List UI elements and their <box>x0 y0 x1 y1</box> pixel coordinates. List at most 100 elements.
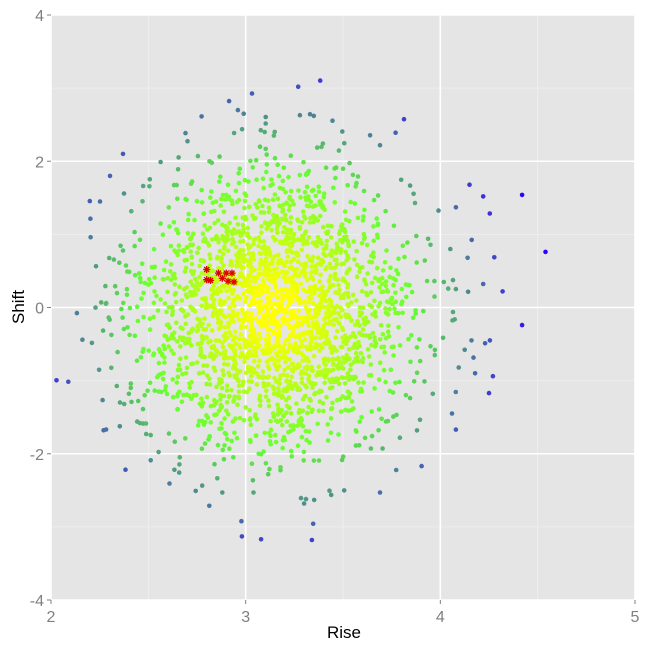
data-point <box>318 272 323 278</box>
data-point <box>261 239 267 244</box>
data-point <box>244 310 250 315</box>
data-point <box>327 298 333 303</box>
data-point <box>330 361 336 366</box>
data-point <box>327 385 333 391</box>
data-point <box>315 218 321 223</box>
data-point <box>215 291 220 297</box>
data-point <box>344 352 350 358</box>
data-point <box>310 204 316 209</box>
data-point <box>358 265 363 271</box>
data-point <box>199 303 204 309</box>
data-point <box>200 231 206 236</box>
data-point <box>344 258 350 263</box>
data-point <box>166 431 172 436</box>
data-point <box>324 329 330 335</box>
data-point <box>242 252 247 258</box>
x-tick-label: 5 <box>631 609 640 626</box>
data-point <box>275 230 280 235</box>
data-point <box>361 316 367 322</box>
data-point <box>319 144 324 150</box>
data-point <box>263 461 269 466</box>
data-point <box>192 276 198 282</box>
data-point <box>185 230 191 236</box>
data-point <box>482 341 488 346</box>
data-point <box>261 210 267 215</box>
data-point <box>346 347 352 352</box>
data-point <box>185 217 191 223</box>
data-point <box>272 308 278 313</box>
data-point <box>425 236 431 242</box>
data-point <box>285 322 291 327</box>
data-point <box>317 301 323 307</box>
data-point <box>247 408 252 413</box>
data-point <box>317 287 322 292</box>
data-point <box>280 186 286 192</box>
data-point <box>241 379 246 385</box>
data-point <box>364 290 369 296</box>
data-point <box>367 133 373 138</box>
data-point <box>450 318 455 323</box>
data-point <box>453 389 459 395</box>
data-point <box>382 260 388 265</box>
data-point <box>307 396 313 402</box>
data-point <box>338 409 344 414</box>
data-point <box>390 301 395 307</box>
data-point <box>231 130 237 136</box>
data-point <box>156 360 162 366</box>
data-point <box>338 314 344 320</box>
data-point <box>249 461 255 467</box>
data-point <box>251 241 257 247</box>
data-point <box>221 372 226 378</box>
data-point <box>276 386 281 391</box>
data-point <box>189 255 195 260</box>
data-point <box>309 291 314 297</box>
data-point <box>371 238 377 244</box>
data-point <box>162 387 168 393</box>
data-point <box>321 408 326 414</box>
data-point <box>284 419 290 424</box>
data-point <box>177 284 182 290</box>
data-point <box>315 370 321 375</box>
data-point <box>218 402 224 408</box>
data-point <box>266 285 271 291</box>
data-point <box>254 177 259 182</box>
data-point <box>98 300 104 305</box>
data-point <box>362 278 368 284</box>
data-point <box>276 173 282 179</box>
data-point <box>262 272 268 278</box>
data-point <box>310 320 316 325</box>
data-point <box>277 381 282 387</box>
data-point <box>326 278 332 284</box>
data-point <box>400 310 405 316</box>
data-point <box>224 335 230 341</box>
data-point <box>286 207 292 213</box>
data-point <box>247 284 253 290</box>
data-point <box>207 382 213 387</box>
data-point <box>218 289 224 294</box>
data-point <box>399 286 405 292</box>
data-point <box>265 332 271 338</box>
data-point <box>304 315 310 320</box>
data-point <box>233 348 238 353</box>
data-point <box>224 400 230 405</box>
data-point <box>283 355 289 361</box>
data-point <box>323 165 329 170</box>
data-point <box>217 154 222 159</box>
data-point <box>422 258 428 263</box>
data-point <box>250 478 256 483</box>
data-point <box>300 358 306 364</box>
data-point <box>97 199 103 204</box>
data-point <box>170 377 175 382</box>
data-point <box>340 166 346 171</box>
data-point <box>307 257 313 263</box>
data-point <box>277 376 283 382</box>
y-tick-label: 4 <box>35 8 44 25</box>
data-point <box>295 273 301 279</box>
data-point <box>201 363 206 368</box>
data-point <box>151 300 157 306</box>
data-point <box>196 245 201 251</box>
data-point <box>312 345 317 351</box>
data-point <box>413 311 419 316</box>
data-point <box>372 344 378 349</box>
data-point <box>280 315 286 321</box>
